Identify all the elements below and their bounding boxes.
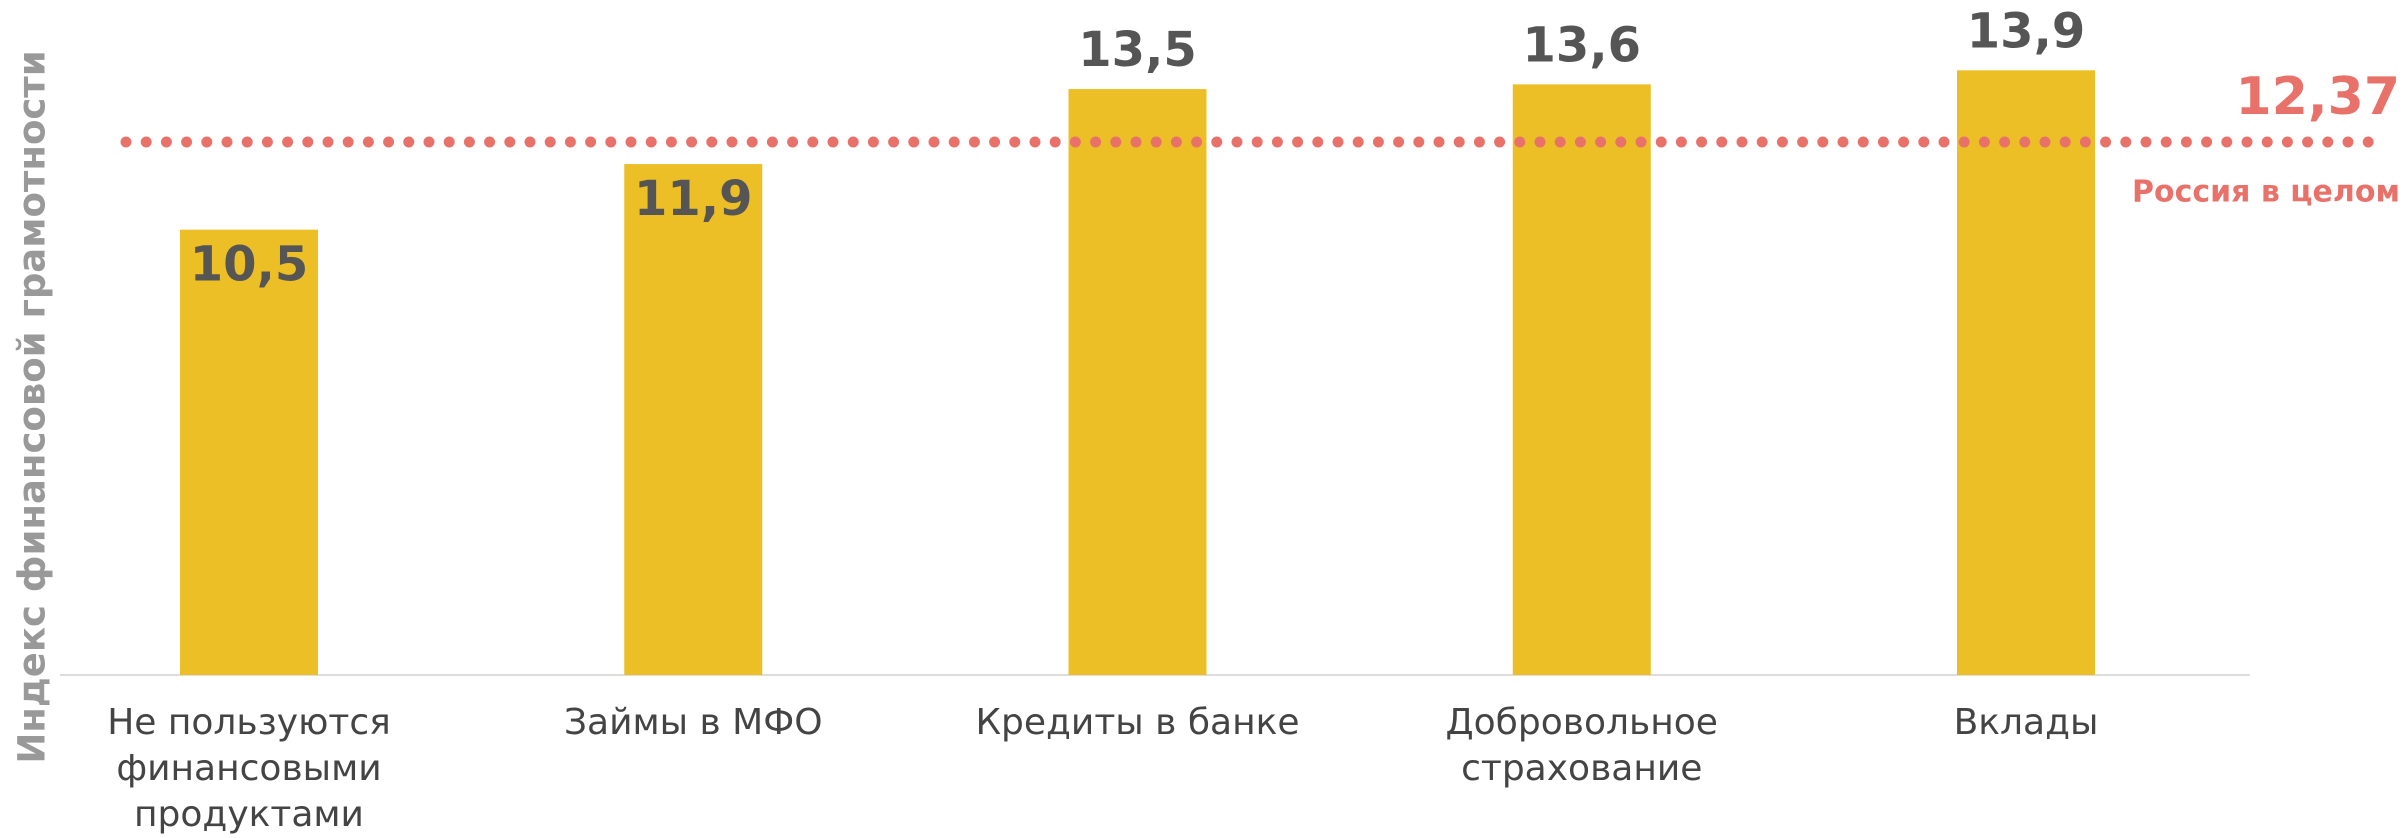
reference-label: Россия в целом xyxy=(2132,175,2400,210)
value-label: 10,5 xyxy=(190,237,308,293)
bar xyxy=(1512,84,1651,675)
value-label: 13,5 xyxy=(1078,22,1196,78)
value-label: 11,9 xyxy=(634,171,752,227)
x-tick-label: Добровольное страхование xyxy=(1445,702,1718,789)
bar xyxy=(1068,89,1207,675)
x-tick-label: Займы в МФО xyxy=(563,702,823,743)
x-tick-label: Вклады xyxy=(1953,702,2099,743)
bar xyxy=(180,229,318,675)
x-tick-label: Кредиты в банке xyxy=(975,702,1300,743)
bar xyxy=(1957,70,2095,675)
value-label: 13,9 xyxy=(1967,3,2085,59)
value-label: 13,6 xyxy=(1523,17,1641,73)
reference-value-label: 12,37 xyxy=(2236,67,2400,127)
x-tick-label: Не пользуются финансовыми продуктами xyxy=(107,702,391,835)
bar xyxy=(624,164,763,675)
y-axis-title: Индекс финансовой грамотности xyxy=(11,50,54,763)
